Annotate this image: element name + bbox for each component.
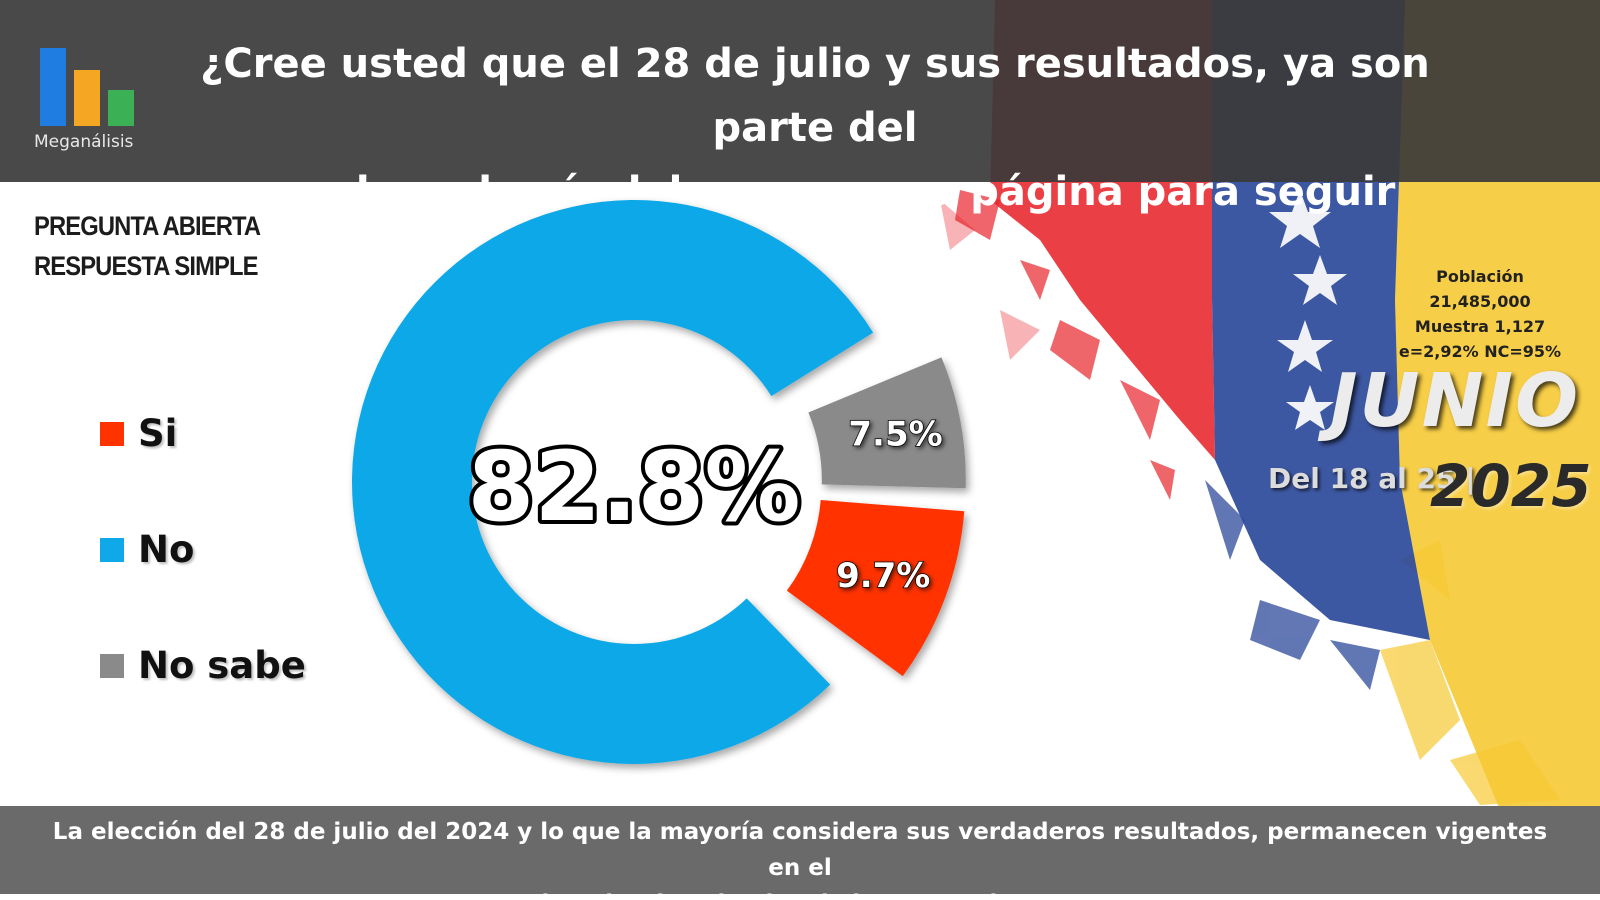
legend-swatch-si	[100, 421, 124, 446]
chart-title: ¿Cree usted que el 28 de julio y sus res…	[145, 32, 1485, 288]
slice-no-sabe	[808, 357, 966, 489]
center-label-no: 82.8%	[467, 431, 800, 543]
population-value: 21,485,000	[1429, 292, 1531, 311]
header-bar: Meganálisis ¿Cree usted que el 28 de jul…	[0, 0, 1600, 279]
date-range: Del 18 al 25 |	[1268, 462, 1476, 495]
legend-item-no-sabe: No sabe	[100, 644, 306, 687]
logo-bar-green	[108, 90, 134, 126]
footer-bar: La elección del 28 de julio del 2024 y l…	[0, 806, 1600, 900]
legend-item-si: Si	[100, 412, 177, 455]
population-label: Población	[1436, 267, 1524, 286]
footer-caption: La elección del 28 de julio del 2024 y l…	[40, 814, 1560, 900]
survey-stats: Población 21,485,000 Muestra 1,127 e=2,9…	[1382, 264, 1578, 364]
sample-size: Muestra 1,127	[1414, 317, 1546, 336]
data-label-si: 9.7%	[836, 556, 930, 596]
logo-bar-blue	[40, 48, 66, 126]
date-month: JUNIO	[1330, 358, 1580, 444]
data-label-no-sabe: 7.5%	[848, 415, 942, 455]
meganalisis-logo: Meganálisis	[30, 44, 140, 154]
question-type-line-2: RESPUESTA SIMPLE	[34, 251, 258, 281]
legend-label-no-sabe: No sabe	[138, 644, 306, 687]
footer-line-2: imaginario colectivo de los venezolanos	[40, 886, 1560, 900]
legend-item-no: No	[100, 528, 194, 571]
title-line-1: ¿Cree usted que el 28 de julio y sus res…	[200, 41, 1430, 151]
logo-bar-orange	[74, 70, 100, 126]
logo-text: Meganálisis	[34, 132, 134, 152]
legend-swatch-no	[100, 537, 124, 562]
question-type-line-1: PREGUNTA ABIERTA	[34, 211, 261, 241]
legend-label-no: No	[138, 528, 195, 571]
margin-of-error: e=2,92% NC=95%	[1398, 342, 1562, 361]
legend-label-si: Si	[138, 412, 178, 455]
slice-si	[786, 500, 965, 677]
slice-no	[351, 199, 874, 764]
legend-swatch-no-sabe	[100, 653, 124, 678]
question-type: PREGUNTA ABIERTA RESPUESTA SIMPLE	[34, 206, 261, 286]
footer-line-1: La elección del 28 de julio del 2024 y l…	[52, 819, 1548, 881]
date-year: 2025	[1430, 452, 1592, 520]
logo-bars-icon	[40, 48, 140, 126]
